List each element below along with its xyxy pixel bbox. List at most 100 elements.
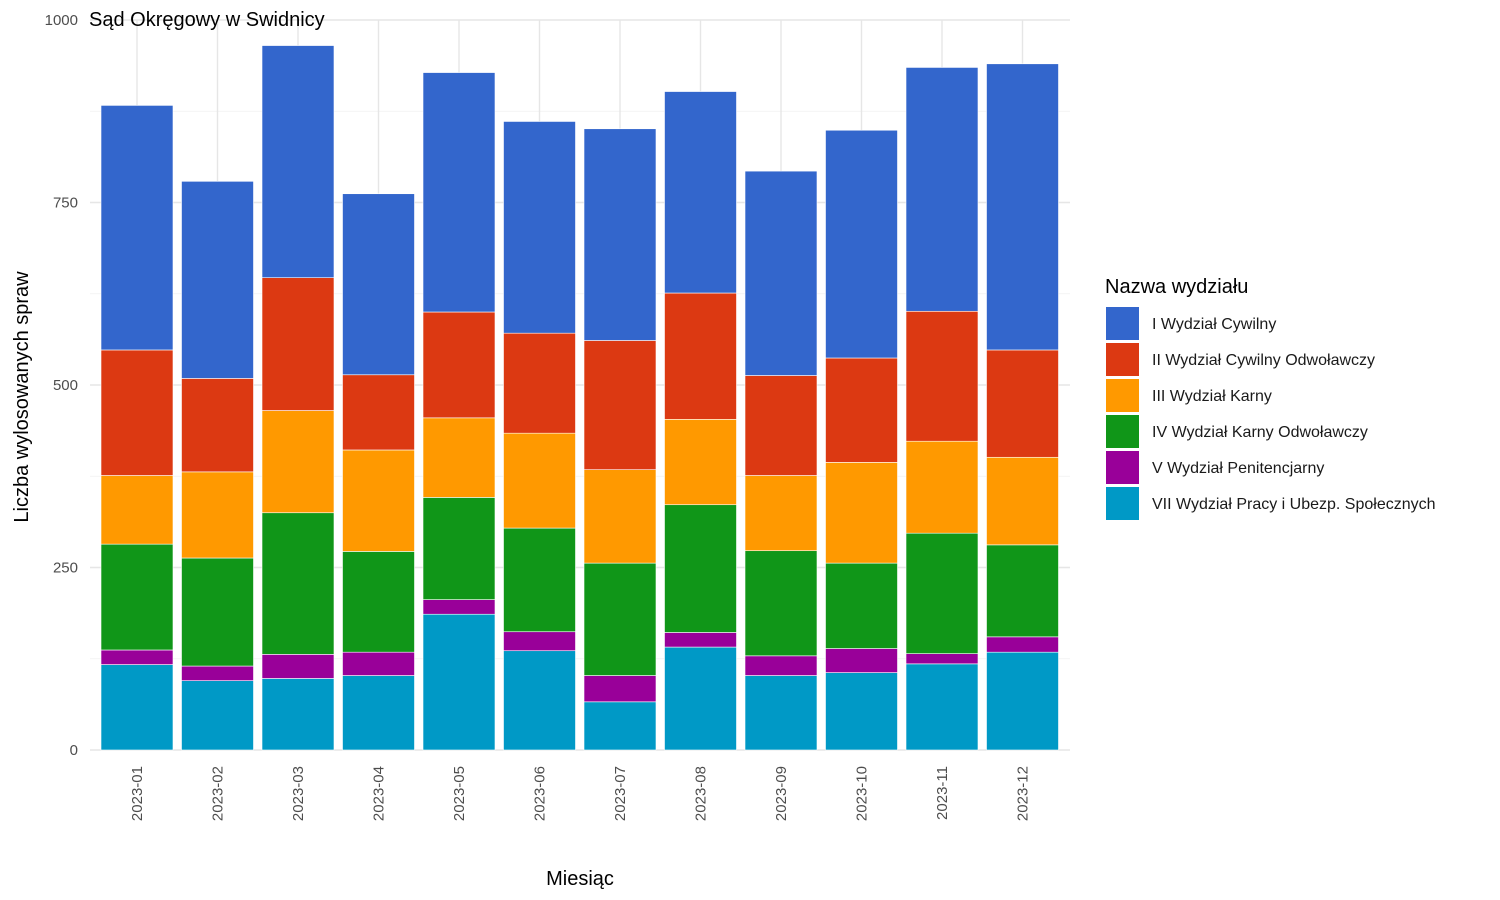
bar-segment bbox=[664, 292, 737, 420]
bar-segment bbox=[261, 45, 335, 278]
bar-segment bbox=[181, 665, 254, 681]
bar-segment bbox=[181, 557, 254, 667]
x-tick-label: 2023-11 bbox=[934, 766, 951, 820]
bar-segment bbox=[503, 650, 576, 751]
bar-segment bbox=[100, 105, 174, 351]
bar-segment bbox=[744, 475, 818, 552]
x-tick-label: 2023-01 bbox=[129, 766, 146, 821]
y-tick-label: 1000 bbox=[45, 12, 78, 29]
bar-segment bbox=[905, 653, 979, 665]
bar-segment bbox=[583, 128, 657, 341]
bar-segment bbox=[583, 469, 657, 564]
bar-segment bbox=[986, 651, 1059, 751]
x-axis-ticks: 2023-01 2023-02 2023-03 2023-04 2023-05 2023-… bbox=[129, 766, 1032, 821]
bar-segment bbox=[664, 91, 737, 294]
bar-segment bbox=[583, 701, 657, 751]
legend-label: VII Wydział Pracy i Ubezp. Społecznych bbox=[1152, 496, 1436, 513]
bar-segment bbox=[100, 349, 174, 476]
bar-segment bbox=[825, 672, 898, 751]
legend: Nazwa wydziału I Wydział Cywilny II Wydzi… bbox=[1105, 276, 1436, 520]
bar-segment bbox=[422, 72, 496, 313]
bar-segment bbox=[583, 562, 657, 676]
bar-segment bbox=[825, 648, 898, 673]
bar-segment bbox=[503, 527, 576, 633]
x-tick-label: 2023-08 bbox=[693, 766, 710, 821]
x-tick-label: 2023-07 bbox=[612, 766, 629, 821]
bar-segment bbox=[503, 332, 576, 434]
bar-segment bbox=[744, 170, 818, 376]
legend-swatch bbox=[1106, 343, 1139, 376]
legend-swatch bbox=[1106, 487, 1139, 520]
bar-segment bbox=[825, 562, 898, 649]
y-axis-ticks: 0 250 500 750 1000 bbox=[45, 12, 78, 759]
bar-segment bbox=[664, 646, 737, 751]
x-tick-label: 2023-12 bbox=[1015, 766, 1032, 821]
bar-segment bbox=[664, 504, 737, 633]
bar-segment bbox=[342, 675, 415, 751]
bar-segment bbox=[583, 340, 657, 470]
bar-segment bbox=[744, 375, 818, 476]
y-tick-label: 0 bbox=[70, 742, 78, 759]
bar-segment bbox=[503, 631, 576, 652]
bar-segment bbox=[261, 678, 335, 751]
bar-segment bbox=[422, 497, 496, 600]
x-tick-label: 2023-05 bbox=[451, 766, 468, 821]
bar-segment bbox=[261, 410, 335, 514]
bar-segment bbox=[744, 550, 818, 657]
legend-label: II Wydział Cywilny Odwoławczy bbox=[1152, 352, 1375, 369]
legend-title: Nazwa wydziału bbox=[1105, 276, 1248, 298]
bar-segment bbox=[261, 654, 335, 679]
y-axis-title: Liczba wylosowanych spraw bbox=[11, 271, 33, 523]
y-tick-label: 750 bbox=[53, 195, 78, 212]
bar-segment bbox=[181, 378, 254, 473]
bar-segment bbox=[100, 664, 174, 751]
bar-segment bbox=[422, 417, 496, 498]
bar-segment bbox=[342, 551, 415, 653]
bar-segment bbox=[744, 655, 818, 676]
legend-swatch bbox=[1106, 415, 1139, 448]
bar-segment bbox=[905, 67, 979, 312]
bar-segment bbox=[261, 512, 335, 655]
bar-segment bbox=[422, 613, 496, 751]
x-axis-title: Miesiąc bbox=[546, 868, 614, 890]
x-tick-label: 2023-02 bbox=[210, 766, 227, 821]
bars bbox=[100, 45, 1059, 751]
bar-segment bbox=[825, 462, 898, 564]
bar-segment bbox=[986, 544, 1059, 638]
bar-segment bbox=[583, 675, 657, 703]
legend-label: III Wydział Karny bbox=[1152, 388, 1272, 405]
bar-segment bbox=[905, 440, 979, 534]
bar-segment bbox=[342, 193, 415, 376]
x-tick-label: 2023-09 bbox=[773, 766, 790, 821]
bar-segment bbox=[181, 471, 254, 559]
x-tick-label: 2023-10 bbox=[854, 766, 871, 821]
bar-segment bbox=[905, 532, 979, 654]
bar-segment bbox=[986, 349, 1059, 458]
bar-segment bbox=[503, 121, 576, 334]
bar-segment bbox=[825, 357, 898, 463]
y-tick-label: 500 bbox=[53, 377, 78, 394]
bar-segment bbox=[744, 675, 818, 751]
legend-swatch bbox=[1106, 307, 1139, 340]
bar-segment bbox=[664, 632, 737, 648]
legend-swatch bbox=[1106, 451, 1139, 484]
bar-segment bbox=[342, 651, 415, 676]
bar-segment bbox=[181, 680, 254, 751]
x-tick-label: 2023-04 bbox=[371, 766, 388, 821]
bar-segment bbox=[100, 649, 174, 665]
x-tick-label: 2023-03 bbox=[290, 766, 307, 821]
bar-segment bbox=[342, 374, 415, 451]
bar-segment bbox=[503, 432, 576, 529]
legend-swatch bbox=[1106, 379, 1139, 412]
legend-label: I Wydział Cywilny bbox=[1152, 316, 1276, 333]
legend-label: IV Wydział Karny Odwoławczy bbox=[1152, 424, 1368, 441]
bar-segment bbox=[422, 311, 496, 419]
chart-title: Sąd Okręgowy w Swidnicy bbox=[89, 9, 325, 31]
x-tick-label: 2023-06 bbox=[532, 766, 549, 821]
y-tick-label: 250 bbox=[53, 560, 78, 577]
bar-segment bbox=[825, 129, 898, 359]
bar-segment bbox=[905, 663, 979, 751]
bar-segment bbox=[100, 475, 174, 545]
bar-segment bbox=[986, 636, 1059, 653]
